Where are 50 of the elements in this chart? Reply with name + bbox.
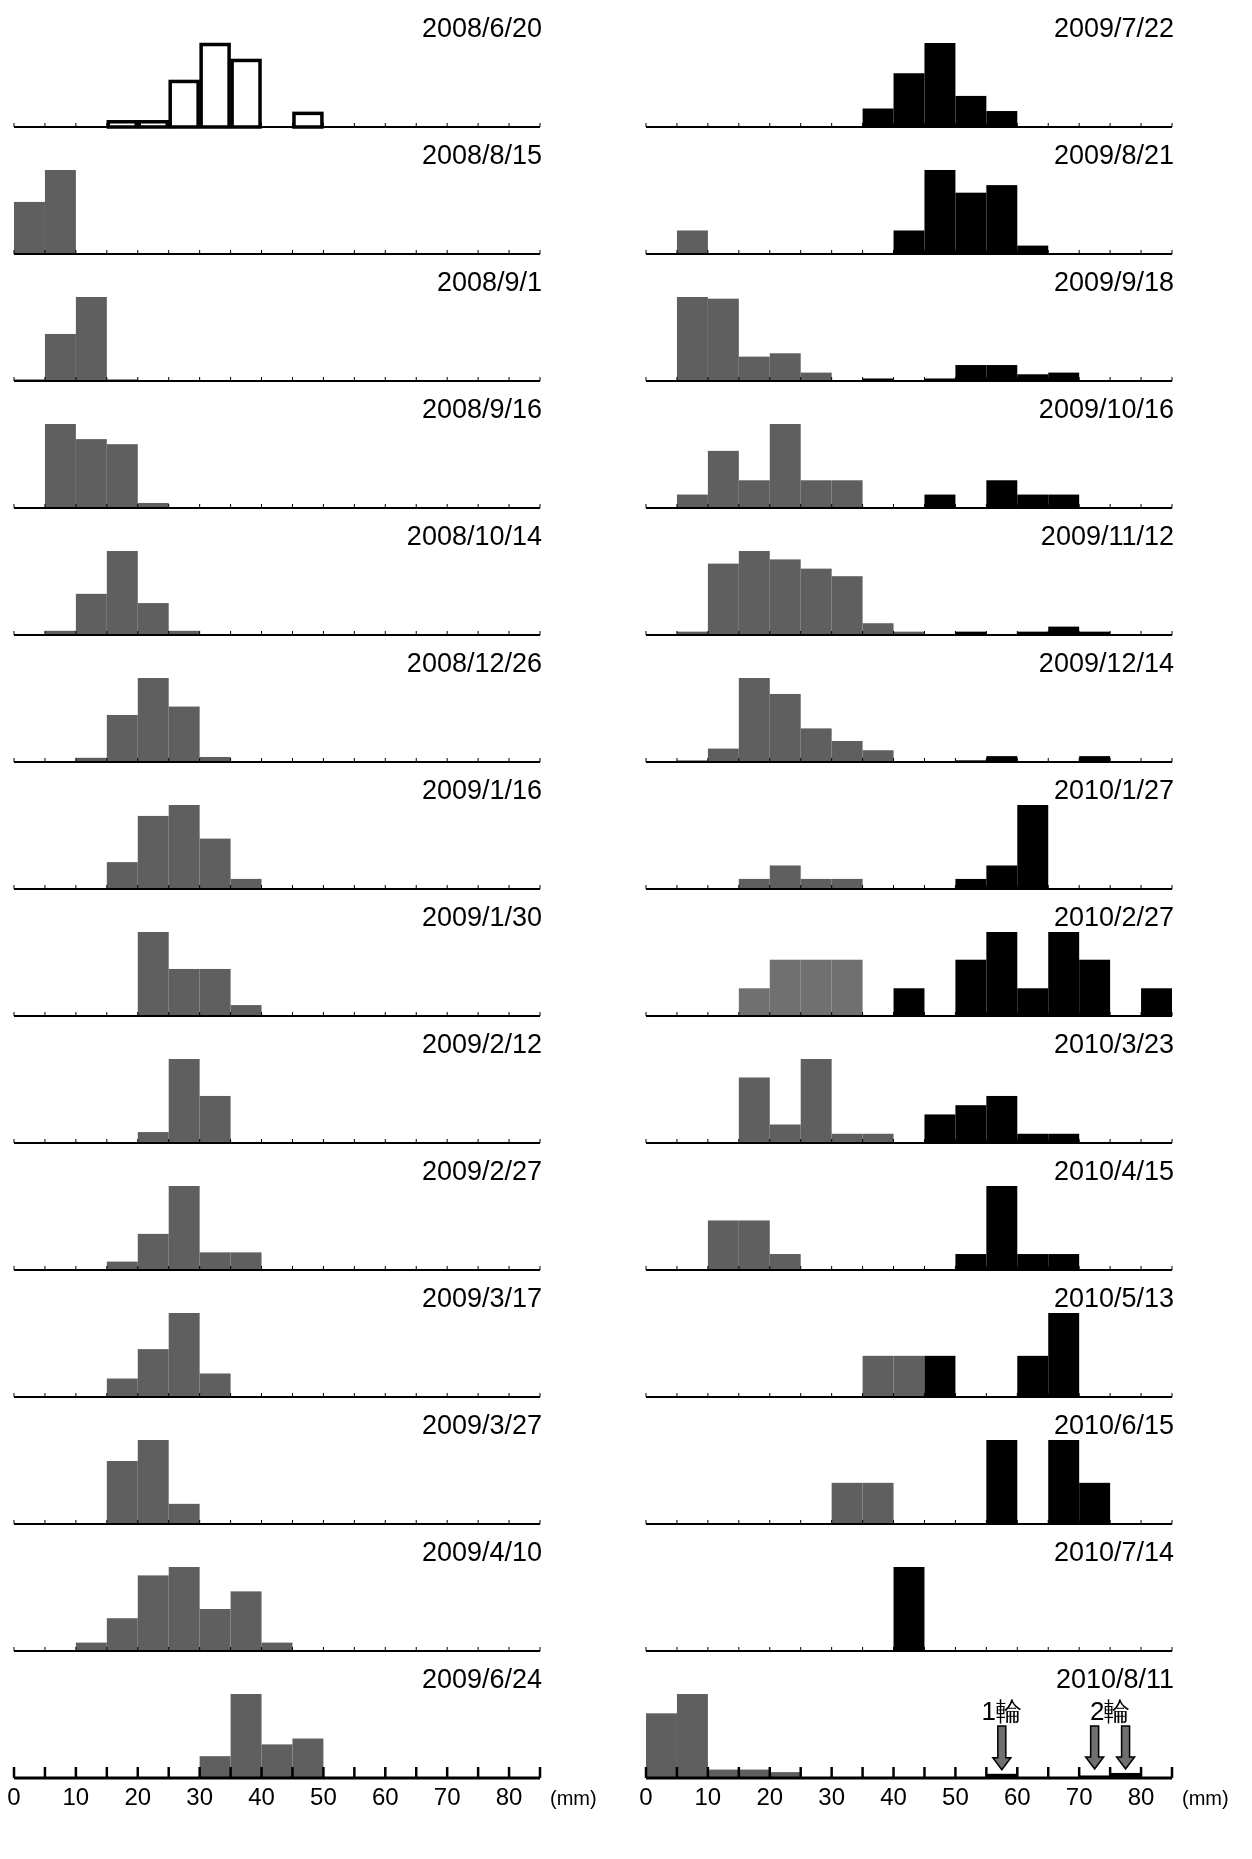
x-tick-label: 0	[639, 1783, 653, 1810]
chart-title: 2008/8/15	[421, 140, 542, 170]
chart-title: 2009/11/12	[1040, 521, 1174, 551]
chart-title: 2009/3/17	[421, 1283, 542, 1313]
chart-title: 2008/9/1	[436, 267, 542, 297]
x-tick-label: 40	[880, 1783, 907, 1810]
chart-title: 2009/7/22	[1053, 13, 1174, 43]
x-tick-label: 30	[186, 1783, 213, 1810]
chart-title: 2009/8/21	[1053, 140, 1174, 170]
chart-title: 2009/6/24	[421, 1664, 542, 1694]
chart-title: 2009/3/27	[421, 1410, 542, 1440]
x-axis-title: (mm)	[1182, 1787, 1229, 1809]
x-tick-label: 30	[818, 1783, 845, 1810]
x-tick-label: 80	[1127, 1783, 1155, 1810]
chart-title: 2008/6/20	[421, 13, 542, 43]
chart-title: 2010/2/27	[1053, 902, 1174, 932]
x-tick-label: 70	[1065, 1783, 1093, 1810]
chart-title: 2009/1/30	[421, 902, 542, 932]
chart-title: 2010/3/23	[1053, 1029, 1174, 1059]
x-tick-label: 60	[371, 1783, 399, 1810]
x-tick-label: 40	[248, 1783, 275, 1810]
x-tick-label: 10	[694, 1783, 722, 1810]
x-tick-label: 50	[310, 1783, 337, 1810]
x-tick-label: 20	[124, 1783, 152, 1810]
chart-title: 2010/4/15	[1053, 1156, 1174, 1186]
chart-title: 2008/9/16	[421, 394, 542, 424]
x-tick-label: 80	[495, 1783, 523, 1810]
x-tick-label: 50	[942, 1783, 969, 1810]
chart-title: 2008/10/14	[406, 521, 542, 551]
annotation: 2輪	[1089, 1696, 1131, 1726]
chart-title: 2009/12/14	[1038, 648, 1174, 678]
chart-title: 2010/7/14	[1053, 1537, 1174, 1567]
chart-title: 2009/10/16	[1038, 394, 1174, 424]
chart-title: 2010/5/13	[1053, 1283, 1174, 1313]
chart-title: 2010/1/27	[1053, 775, 1174, 805]
x-tick-label: 10	[62, 1783, 90, 1810]
chart-title: 2009/4/10	[421, 1537, 542, 1567]
annotation: 1輪	[981, 1696, 1023, 1726]
x-tick-label: 70	[433, 1783, 461, 1810]
chart-title: 2010/8/11	[1055, 1664, 1174, 1694]
chart-title: 2010/6/15	[1053, 1410, 1174, 1440]
x-tick-label: 20	[756, 1783, 784, 1810]
x-tick-label: 0	[7, 1783, 21, 1810]
chart-title: 2009/9/18	[1053, 267, 1174, 297]
chart-title: 2009/1/16	[421, 775, 542, 805]
chart-title: 2008/12/26	[406, 648, 542, 678]
x-axis-title: (mm)	[550, 1787, 597, 1809]
x-tick-label: 60	[1003, 1783, 1031, 1810]
chart-title: 2009/2/27	[421, 1156, 542, 1186]
chart-title: 2009/2/12	[421, 1029, 542, 1059]
